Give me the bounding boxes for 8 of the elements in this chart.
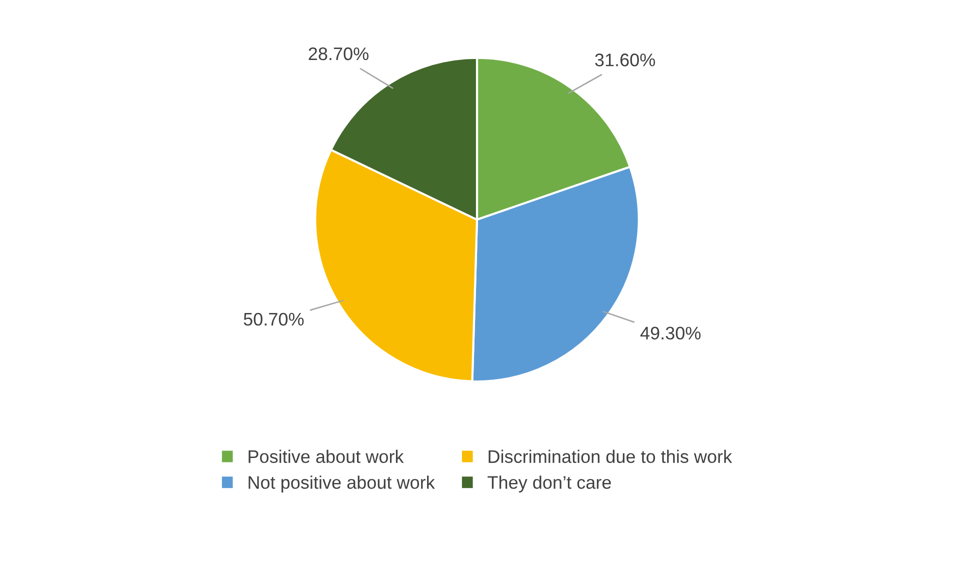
legend-label: Positive about work [248, 450, 404, 464]
legend-label: Discrimination due to this work [488, 450, 732, 464]
legend-label: They don’t care [488, 476, 611, 492]
data-label: 28.70% [308, 47, 368, 60]
data-label: 49.30% [640, 326, 701, 340]
data-label: 31.60% [595, 54, 656, 66]
data-label: 50.70% [244, 312, 304, 326]
legend-label: Not positive about work [248, 476, 435, 492]
